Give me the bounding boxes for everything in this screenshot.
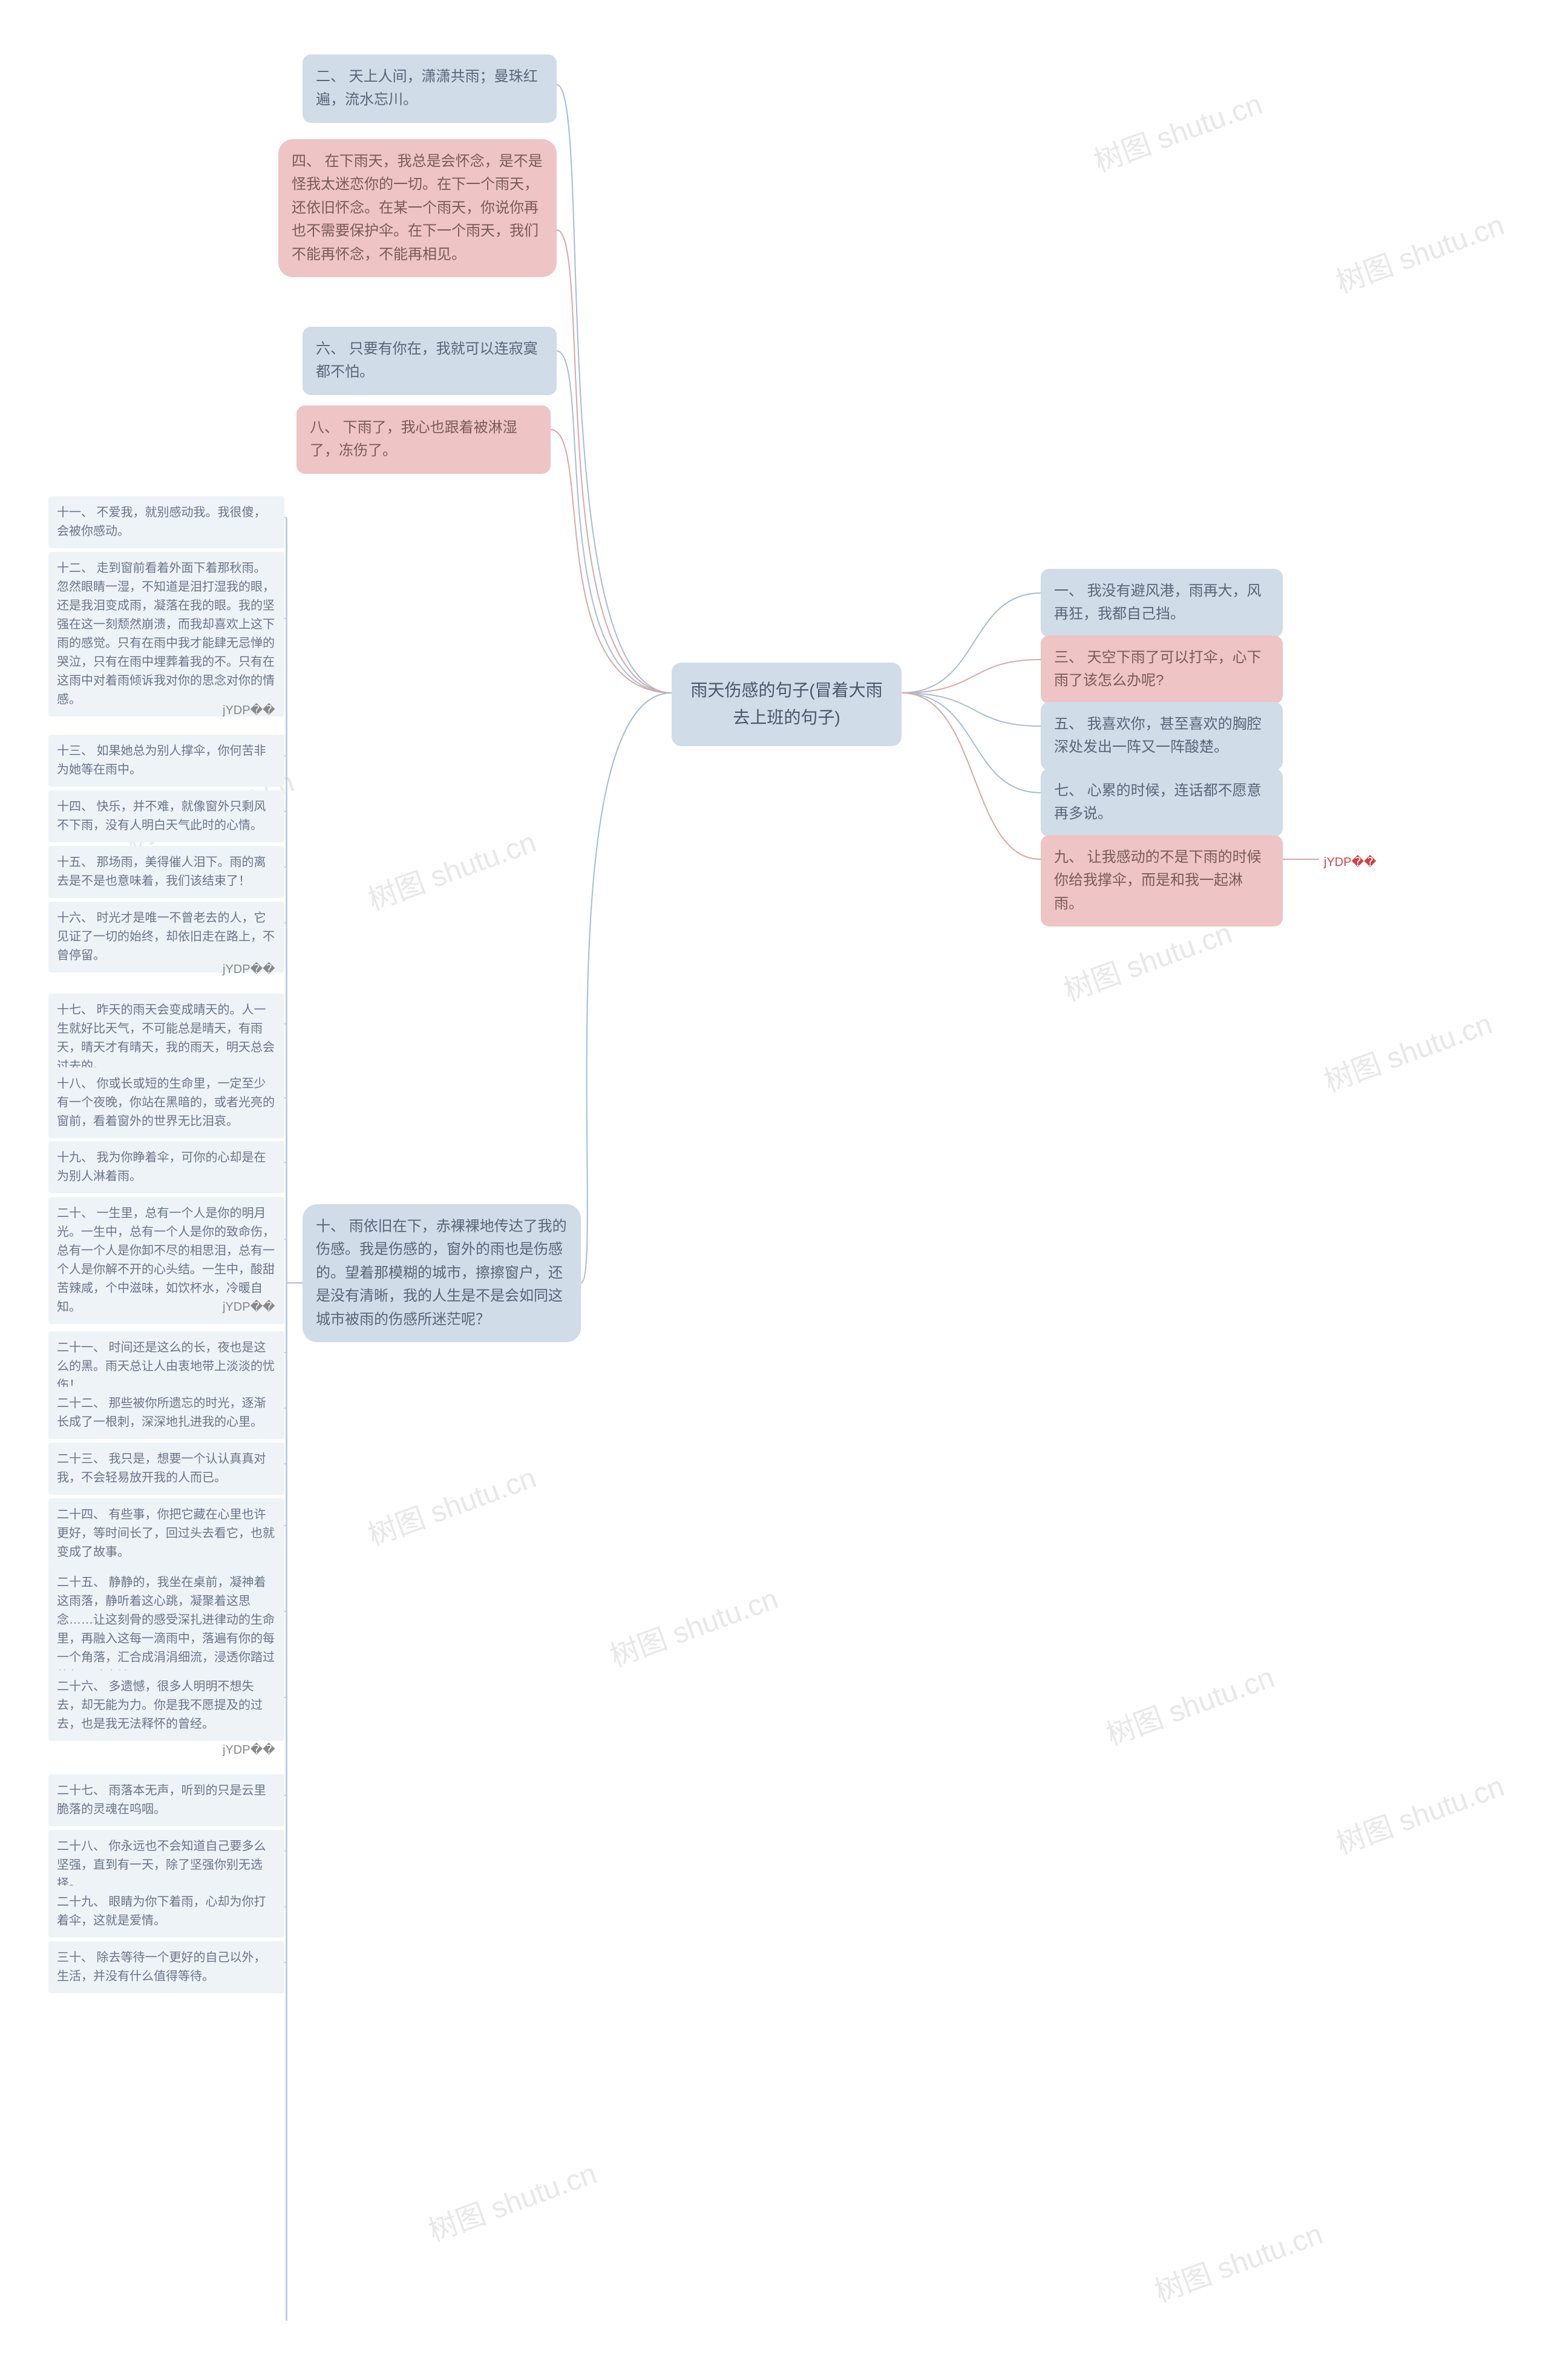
leaf-rail — [286, 517, 287, 2321]
branch-node-7[interactable]: 七、 心累的时候，连话都不愿意再多说。 — [1041, 769, 1283, 837]
branch-node-4[interactable]: 四、 在下雨天，我总是会怀念，是不是怪我太迷恋你的一切。在下一个雨天，还依旧怀念… — [278, 139, 557, 277]
watermark: 树图 shutu.cn — [422, 2149, 601, 2249]
leaf-node[interactable]: 十一、 不爱我，就别感动我。我很傻，会被你感动。 — [48, 496, 284, 548]
leaf-node[interactable]: 二十六、 多遗憾，很多人明明不想失去，却无能为力。你是我不愿提及的过去，也是我无… — [48, 1670, 284, 1741]
watermark: 树图 shutu.cn — [1099, 1653, 1279, 1753]
branch-tag-9: jYDP�� — [1319, 850, 1381, 874]
leaf-node[interactable]: 三十、 除去等待一个更好的自己以外，生活，并没有什么值得等待。 — [48, 1941, 284, 1993]
watermark: 树图 shutu.cn — [1317, 1000, 1497, 1100]
branch-node-1[interactable]: 一、 我没有避风港，雨再大，风再狂，我都自己挡。 — [1041, 569, 1283, 637]
branch-node-10[interactable]: 十、 雨依旧在下，赤裸裸地传达了我的伤感。我是伤感的，窗外的雨也是伤感的。望着那… — [303, 1204, 581, 1342]
leaf-node[interactable]: 十八、 你或长或短的生命里，一定至少有一个夜晚，你站在黑暗的，或者光亮的窗前，看… — [48, 1067, 284, 1138]
branch-node-2[interactable]: 二、 天上人间，潇潇共雨；曼珠红遍，流水忘川。 — [303, 54, 557, 123]
branch-node-6[interactable]: 六、 只要有你在，我就可以连寂寞都不怕。 — [303, 327, 557, 395]
watermark: 树图 shutu.cn — [1329, 201, 1509, 301]
watermark: 树图 shutu.cn — [1329, 1762, 1509, 1862]
leaf-tag: jYDP�� — [218, 957, 280, 982]
branch-node-8[interactable]: 八、 下雨了，我心也跟着被淋湿了，冻伤了。 — [296, 405, 551, 474]
watermark: 树图 shutu.cn — [361, 818, 541, 918]
leaf-node[interactable]: 十二、 走到窗前看着外面下着那秋雨。忽然眼睛一湿，不知道是泪打湿我的眼，还是我泪… — [48, 552, 284, 716]
leaf-node[interactable]: 十四、 快乐，并不难，就像窗外只剩风不下雨，没有人明白天气此时的心情。 — [48, 790, 284, 842]
watermark: 树图 shutu.cn — [603, 1575, 783, 1674]
watermark: 树图 shutu.cn — [1148, 2210, 1328, 2310]
leaf-node[interactable]: 二十七、 雨落本无声，听到的只是云里脆落的灵魂在呜咽。 — [48, 1774, 284, 1826]
watermark: 树图 shutu.cn — [361, 1454, 541, 1553]
leaf-node[interactable]: 二十二、 那些被你所遗忘的时光，逐渐长成了一根刺，深深地扎进我的心里。 — [48, 1387, 284, 1439]
watermark: 树图 shutu.cn — [1087, 80, 1267, 180]
leaf-node[interactable]: 二十三、 我只是，想要一个认认真真对我，不会轻易放开我的人而已。 — [48, 1443, 284, 1495]
leaf-node[interactable]: 十九、 我为你睁着伞，可你的心却是在为别人淋着雨。 — [48, 1141, 284, 1193]
branch-node-3[interactable]: 三、 天空下雨了可以打伞，心下雨了该怎么办呢? — [1041, 635, 1283, 704]
leaf-tag: jYDP�� — [218, 1738, 280, 1762]
root-node[interactable]: 雨天伤感的句子(冒着大雨去上班的句子) — [672, 663, 902, 746]
branch-node-5[interactable]: 五、 我喜欢你，甚至喜欢的胸腔深处发出一阵又一阵酸楚。 — [1041, 702, 1283, 770]
branch-node-9[interactable]: 九、 让我感动的不是下雨的时候你给我撑伞，而是和我一起淋雨。 — [1041, 835, 1283, 926]
leaf-tag: jYDP�� — [218, 1295, 280, 1319]
leaf-node[interactable]: 二十九、 眼睛为你下着雨，心却为你打着伞，这就是爱情。 — [48, 1886, 284, 1938]
leaf-node[interactable]: 十五、 那场雨，美得催人泪下。雨的离去是不是也意味着，我们该结束了！ — [48, 846, 284, 898]
leaf-tag: jYDP�� — [218, 698, 280, 723]
leaf-node[interactable]: 十三、 如果她总为别人撑伞，你何苦非为她等在雨中。 — [48, 735, 284, 787]
leaf-node[interactable]: 二十四、 有些事，你把它藏在心里也许更好，等时间长了，回过头去看它，也就变成了故… — [48, 1498, 284, 1569]
